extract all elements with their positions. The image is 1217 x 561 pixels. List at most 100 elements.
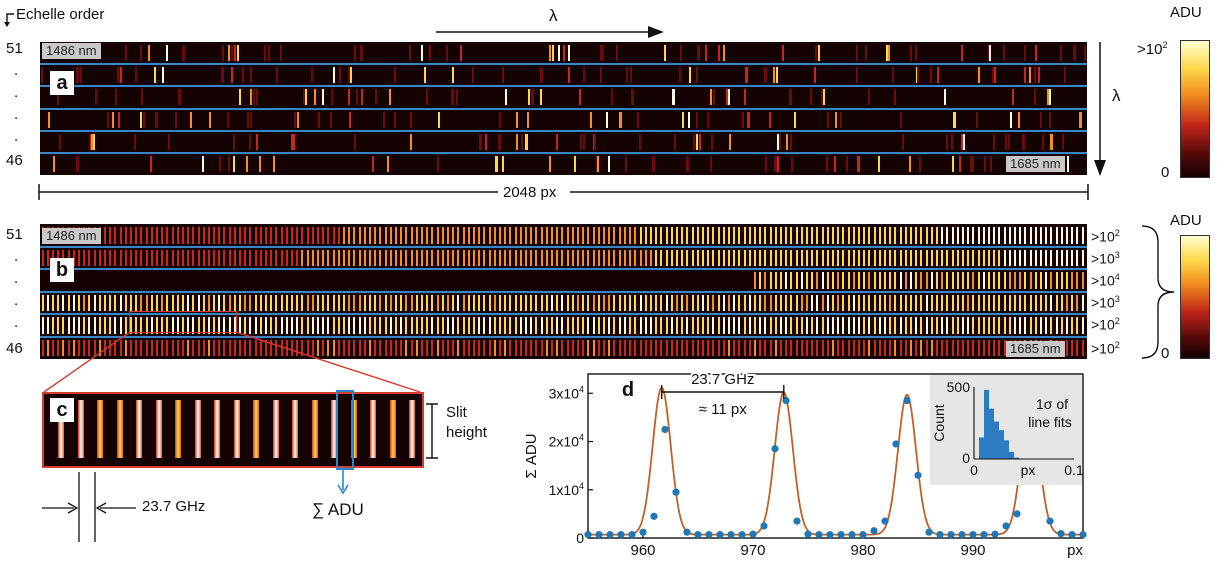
emission-line bbox=[291, 249, 293, 266]
spacing-annotation-1: 23.7 GHz bbox=[691, 371, 754, 388]
emission-line bbox=[630, 67, 632, 84]
emission-line bbox=[624, 339, 626, 356]
emission-line bbox=[140, 45, 142, 62]
emission-line bbox=[754, 317, 756, 334]
emission-line bbox=[140, 317, 142, 334]
emission-line bbox=[1084, 45, 1086, 62]
emission-line bbox=[208, 317, 210, 334]
emission-line bbox=[676, 294, 678, 311]
emission-line bbox=[728, 317, 730, 334]
emission-line bbox=[270, 317, 272, 334]
emission-line bbox=[372, 155, 374, 172]
emission-line bbox=[291, 227, 293, 244]
emission-line bbox=[894, 89, 896, 106]
emission-line bbox=[905, 249, 907, 266]
emission-line bbox=[411, 317, 413, 334]
emission-line bbox=[775, 317, 777, 334]
emission-line bbox=[806, 294, 808, 311]
emission-line bbox=[905, 294, 907, 311]
emission-line bbox=[275, 317, 277, 334]
emission-line bbox=[42, 249, 44, 266]
emission-line bbox=[314, 89, 316, 106]
emission-line bbox=[359, 339, 361, 356]
emission-line bbox=[900, 272, 902, 289]
emission-line bbox=[182, 317, 184, 334]
emission-line bbox=[823, 89, 825, 106]
emission-line bbox=[322, 249, 324, 266]
emission-line bbox=[822, 294, 824, 311]
emission-line bbox=[293, 133, 295, 150]
emission-line bbox=[774, 155, 777, 172]
emission-line bbox=[1038, 67, 1040, 84]
emission-line bbox=[339, 67, 341, 84]
emission-line bbox=[1050, 227, 1052, 244]
emission-line bbox=[811, 227, 813, 244]
emission-line bbox=[1009, 294, 1011, 311]
emission-line bbox=[130, 249, 132, 266]
emission-line bbox=[47, 317, 49, 334]
emission-line bbox=[884, 272, 886, 289]
emission-line bbox=[234, 227, 236, 244]
emission-line bbox=[499, 111, 501, 128]
emission-line bbox=[718, 227, 720, 244]
emission-line bbox=[558, 45, 560, 62]
emission-line bbox=[280, 45, 282, 62]
emission-line bbox=[551, 227, 553, 244]
emission-line bbox=[333, 249, 335, 266]
zoom-emission-line bbox=[409, 400, 415, 458]
emission-line bbox=[785, 272, 787, 289]
emission-line bbox=[1024, 294, 1026, 311]
emission-line bbox=[744, 294, 746, 311]
emission-line bbox=[848, 339, 850, 356]
emission-line bbox=[738, 227, 740, 244]
emission-line bbox=[902, 133, 904, 150]
emission-line bbox=[770, 339, 772, 356]
emission-line bbox=[718, 339, 720, 356]
emission-line bbox=[301, 317, 303, 334]
emission-line bbox=[577, 227, 579, 244]
emission-line bbox=[967, 294, 969, 311]
order-separator bbox=[40, 245, 1087, 248]
emission-line bbox=[728, 339, 730, 356]
emission-line bbox=[1029, 67, 1031, 84]
order-46-label-b: 46 bbox=[6, 340, 23, 357]
emission-line bbox=[840, 111, 842, 128]
zoom-emission-line bbox=[116, 400, 123, 458]
emission-line bbox=[920, 227, 922, 244]
emission-line bbox=[738, 294, 740, 311]
emission-line bbox=[937, 67, 939, 84]
emission-line bbox=[624, 249, 626, 266]
emission-line bbox=[296, 227, 298, 244]
emission-line bbox=[151, 317, 153, 334]
emission-line bbox=[926, 339, 928, 356]
emission-line bbox=[94, 317, 96, 334]
emission-line bbox=[619, 227, 621, 244]
emission-line bbox=[816, 249, 818, 266]
emission-line bbox=[733, 227, 735, 244]
emission-line bbox=[777, 155, 779, 172]
emission-line bbox=[228, 155, 230, 172]
order-dot: . bbox=[14, 84, 19, 101]
emission-line bbox=[1024, 272, 1026, 289]
emission-line bbox=[166, 249, 168, 266]
emission-line bbox=[452, 67, 454, 84]
order-dot: . bbox=[14, 62, 19, 79]
emission-line bbox=[962, 249, 964, 266]
emission-line bbox=[978, 294, 980, 311]
emission-line bbox=[577, 249, 579, 266]
emission-line bbox=[563, 45, 565, 62]
emission-line bbox=[650, 294, 652, 311]
emission-line bbox=[385, 317, 387, 334]
emission-line bbox=[1045, 249, 1047, 266]
emission-line bbox=[468, 227, 470, 244]
emission-line bbox=[759, 249, 761, 266]
emission-line bbox=[889, 227, 891, 244]
emission-line bbox=[333, 67, 335, 84]
emission-line bbox=[296, 294, 298, 311]
emission-line bbox=[835, 111, 837, 128]
emission-line bbox=[1056, 227, 1058, 244]
emission-line bbox=[957, 249, 959, 266]
emission-line bbox=[832, 227, 834, 244]
emission-line bbox=[806, 249, 808, 266]
emission-line bbox=[114, 227, 116, 244]
